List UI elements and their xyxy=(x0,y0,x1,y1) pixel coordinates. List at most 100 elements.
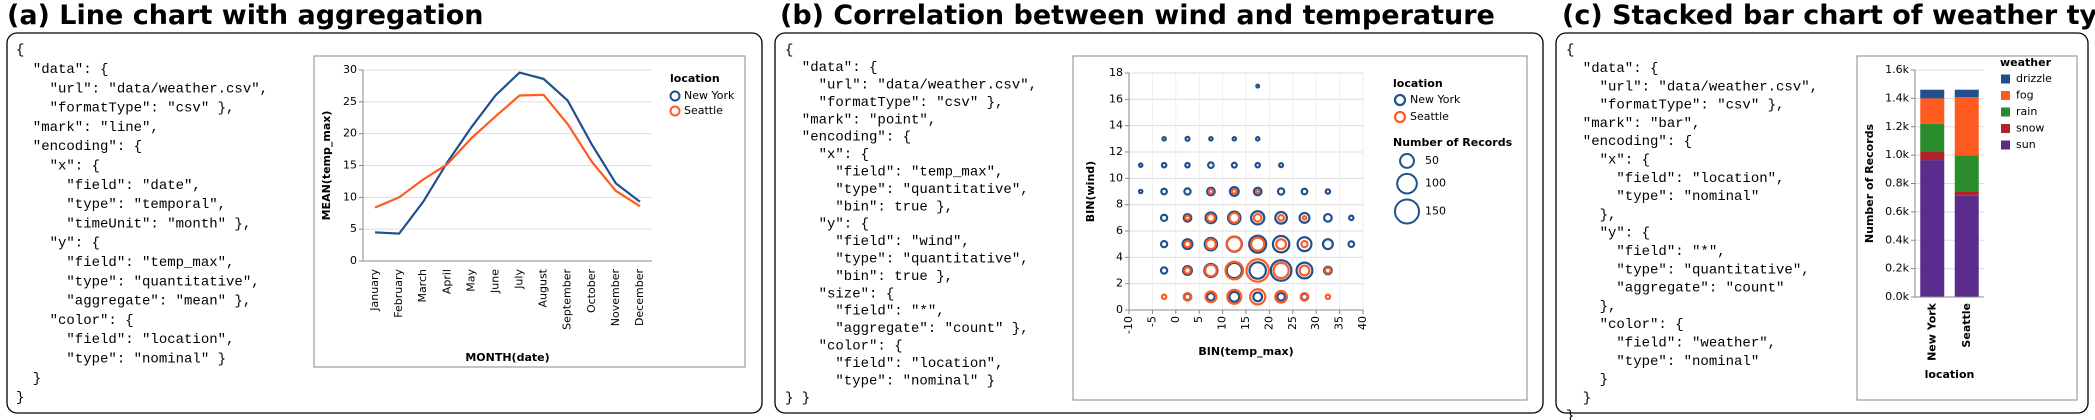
point xyxy=(1250,210,1266,226)
y-tick-label: 30 xyxy=(343,63,357,76)
bar-segment xyxy=(1920,123,1945,152)
point xyxy=(1248,234,1268,254)
point xyxy=(1208,136,1214,142)
point xyxy=(1160,293,1168,301)
code-line: "url": "data/weather.csv", xyxy=(785,78,1037,94)
bar-segment xyxy=(1954,192,1979,196)
code-line: "type": "quantitative", xyxy=(785,252,1029,268)
point xyxy=(1159,266,1169,275)
x-tick-label: 10 xyxy=(1216,316,1229,330)
x-tick-label: October xyxy=(585,269,598,313)
x-tick-label: April xyxy=(440,269,453,294)
panel-title: (a) Line chart with aggregation xyxy=(7,0,483,31)
x-tick-label: February xyxy=(392,269,405,318)
code-line: "url": "data/weather.csv", xyxy=(1566,79,1818,95)
legend-label: New York xyxy=(684,89,735,102)
point xyxy=(1321,238,1334,251)
y-axis-title: MEAN(temp_max) xyxy=(320,111,333,221)
x-tick-label: Seattle xyxy=(1960,303,1973,348)
point xyxy=(1347,240,1356,249)
code-line: "type": "nominal" xyxy=(1566,354,1759,370)
point xyxy=(1254,188,1261,195)
y-tick-label: 14 xyxy=(1109,119,1123,132)
point xyxy=(1245,258,1270,283)
code-line: "formatType": "csv" }, xyxy=(16,101,234,117)
code-line: "encoding": { xyxy=(1566,134,1692,150)
size-legend-symbol xyxy=(1399,153,1415,169)
point xyxy=(1298,264,1311,277)
x-tick-label: 5 xyxy=(1192,316,1205,323)
point xyxy=(1272,261,1290,280)
point xyxy=(1204,263,1218,278)
code-line: "color": { xyxy=(1566,317,1684,333)
point xyxy=(1182,291,1193,302)
y-tick-label: 5 xyxy=(350,222,357,235)
size-legend-symbol xyxy=(1396,172,1418,195)
x-tick-label: 0 xyxy=(1169,316,1182,323)
point xyxy=(1254,136,1261,142)
point xyxy=(1323,212,1333,223)
y-tick-label: 4 xyxy=(1116,250,1123,263)
code-line: "bin": true }, xyxy=(785,199,953,215)
x-axis-title: location xyxy=(1925,368,1975,381)
chart-frame xyxy=(1856,55,2078,401)
point xyxy=(1269,259,1293,282)
code-line: "type": "quantitative", xyxy=(16,274,260,290)
code-line: "field": "*", xyxy=(785,304,945,320)
legend-label: Seattle xyxy=(684,104,723,117)
code-line: "type": "nominal" } xyxy=(785,373,995,389)
y-tick-label: 1.0k xyxy=(1885,148,1909,161)
code-line: "type": "nominal" } xyxy=(16,352,226,368)
point xyxy=(1274,210,1288,225)
code-line: "x": { xyxy=(785,147,869,163)
point xyxy=(1225,235,1243,253)
x-tick-label: New York xyxy=(1925,302,1938,361)
point xyxy=(1250,236,1266,252)
code-line: "field": "date", xyxy=(16,178,201,194)
point xyxy=(1252,291,1264,303)
bar-segment xyxy=(1954,155,1979,193)
code-line: "field": "location", xyxy=(1566,171,1784,187)
point xyxy=(1301,215,1308,221)
point xyxy=(1207,188,1215,195)
legend-label: fog xyxy=(2016,89,2034,102)
line xyxy=(374,71,641,235)
code-line: "color": { xyxy=(785,339,903,355)
code-line: "encoding": { xyxy=(785,130,911,146)
legend-label: rain xyxy=(2016,105,2037,118)
point xyxy=(1276,291,1286,302)
legend-symbol xyxy=(669,105,681,117)
legend-symbol xyxy=(2001,124,2010,133)
point xyxy=(1184,135,1191,142)
code-line: "timeUnit": "month" }, xyxy=(16,216,251,232)
point xyxy=(1300,187,1309,196)
y-tick-label: 12 xyxy=(1109,145,1123,158)
point xyxy=(1231,136,1238,142)
code-line: { xyxy=(785,43,793,59)
legend-symbol xyxy=(1393,93,1407,107)
point xyxy=(1228,290,1241,303)
point xyxy=(1159,213,1169,223)
y-tick-label: 6 xyxy=(1116,224,1123,237)
panel-title: (b) Correlation between wind and tempera… xyxy=(780,0,1495,31)
x-tick-label: 40 xyxy=(1356,316,1369,330)
legend-label: sun xyxy=(2016,138,2036,151)
point xyxy=(1204,211,1218,225)
point xyxy=(1299,291,1310,302)
code-line: "type": "nominal" xyxy=(1566,189,1759,205)
x-tick-label: 30 xyxy=(1309,316,1322,330)
legend-label: drizzle xyxy=(2016,72,2052,85)
code-line: "type": "quantitative", xyxy=(785,182,1029,198)
point xyxy=(1183,239,1192,249)
size-legend-symbol xyxy=(1393,198,1421,225)
legend-symbol xyxy=(2001,74,2010,84)
x-tick-label: June xyxy=(488,269,501,294)
x-axis-title: MONTH(date) xyxy=(465,351,549,364)
point xyxy=(1248,261,1267,280)
code-line: "field": "*", xyxy=(1566,244,1726,260)
point xyxy=(1224,260,1245,281)
code-line: "y": { xyxy=(1566,226,1650,242)
x-tick-label: May xyxy=(464,269,477,292)
code-line: { xyxy=(16,43,24,59)
